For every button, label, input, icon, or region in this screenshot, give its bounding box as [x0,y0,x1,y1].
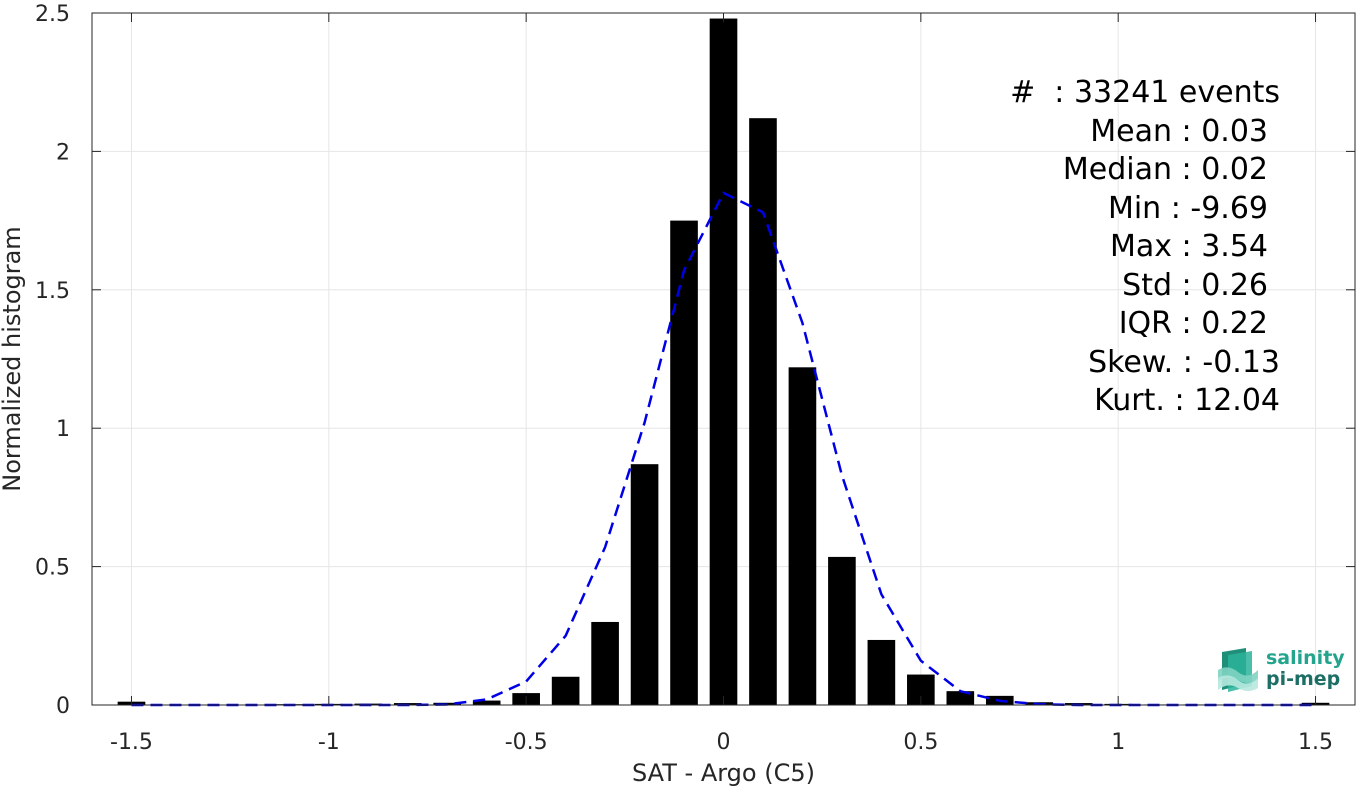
stat-events: # : 33241 events [1010,75,1280,110]
histogram-bar-18 [828,556,856,705]
stat-std: Std : 0.26 [1122,267,1268,303]
histogram-bar-14 [670,220,698,705]
y-tick-label-0: 0 [56,694,70,719]
axis-ticks [92,12,1355,706]
histogram-bar-13 [630,464,659,705]
y-tick-label-3: 1.5 [35,279,70,304]
logo-text-salinity: salinity [1266,647,1345,669]
y-tick-label-5: 2.5 [35,2,70,27]
y-tick-labels: 0 0.5 1 1.5 2 2.5 [35,2,70,719]
y-tick-label-4: 2 [56,140,70,165]
stat-min: Min : -9.69 [1107,190,1268,226]
salinity-pi-mep-logo: salinity pi-mep [1216,646,1346,694]
statistics-box: # : 33241 events Mean : 0.03 Median : 0.… [980,74,1280,421]
histogram-bar-12 [591,621,619,705]
x-tick-label-6: 1.5 [1298,730,1333,755]
stat-skew: Skew. : -0.13 [1088,344,1280,380]
histogram-bar-11 [551,676,580,705]
logo-text-pimep: pi-mep [1266,668,1341,690]
histogram-bar-15 [709,18,738,705]
x-tick-label-3: 0 [717,730,731,755]
x-tick-label-2: -0.5 [505,730,548,755]
y-tick-label-2: 1 [56,417,70,442]
x-tick-label-5: 1 [1111,730,1125,755]
stat-median: Median : 0.02 [1062,152,1268,187]
histogram-bar-19 [867,639,896,705]
x-tick-label-1: -1 [318,730,340,755]
histogram-bar-17 [788,367,817,705]
histogram-bar-9 [472,700,501,705]
x-tick-label-0: -1.5 [110,730,153,755]
histogram-bar-16 [749,118,777,705]
x-axis-label: SAT - Argo (C5) [632,759,815,787]
y-tick-label-1: 0.5 [35,556,70,581]
stat-kurt: Kurt. : 12.04 [1094,383,1280,418]
x-tick-labels: -1.5 -1 -0.5 0 0.5 1 1.5 [110,730,1333,755]
x-tick-label-4: 0.5 [903,730,938,755]
y-axis-label: Normalized histogram [0,226,26,491]
stat-mean: Mean : 0.03 [1090,113,1268,149]
logo-waves-icon [1218,648,1258,692]
histogram-bars [117,18,1330,705]
stat-iqr: IQR : 0.22 [1118,306,1268,341]
histogram-bar-21 [946,691,975,705]
stat-max: Max : 3.54 [1110,229,1268,264]
